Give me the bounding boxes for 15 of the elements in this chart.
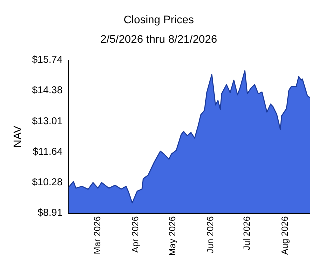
y-tick-label: $10.28 (32, 178, 64, 189)
y-tick-label: $8.91 (38, 208, 64, 220)
x-tick-label: May 2026 (167, 216, 178, 256)
y-axis-title: NAV (12, 125, 25, 148)
y-tick-label: $15.74 (32, 55, 64, 66)
x-tick-label: Jun 2026 (205, 216, 216, 254)
x-tick-label: Apr 2026 (130, 216, 141, 254)
y-tick-label: $11.64 (32, 147, 64, 158)
x-tick-label: Mar 2026 (92, 216, 103, 255)
y-tick-label: $13.01 (32, 116, 64, 128)
chart-subtitle: 2/5/2026 thru 8/21/2026 (100, 34, 218, 46)
chart-title: Closing Prices (124, 14, 195, 27)
x-tick-label: Jul 2026 (242, 216, 252, 251)
x-tick-label: Aug 2026 (280, 216, 290, 256)
y-tick-label: $14.38 (32, 86, 64, 97)
